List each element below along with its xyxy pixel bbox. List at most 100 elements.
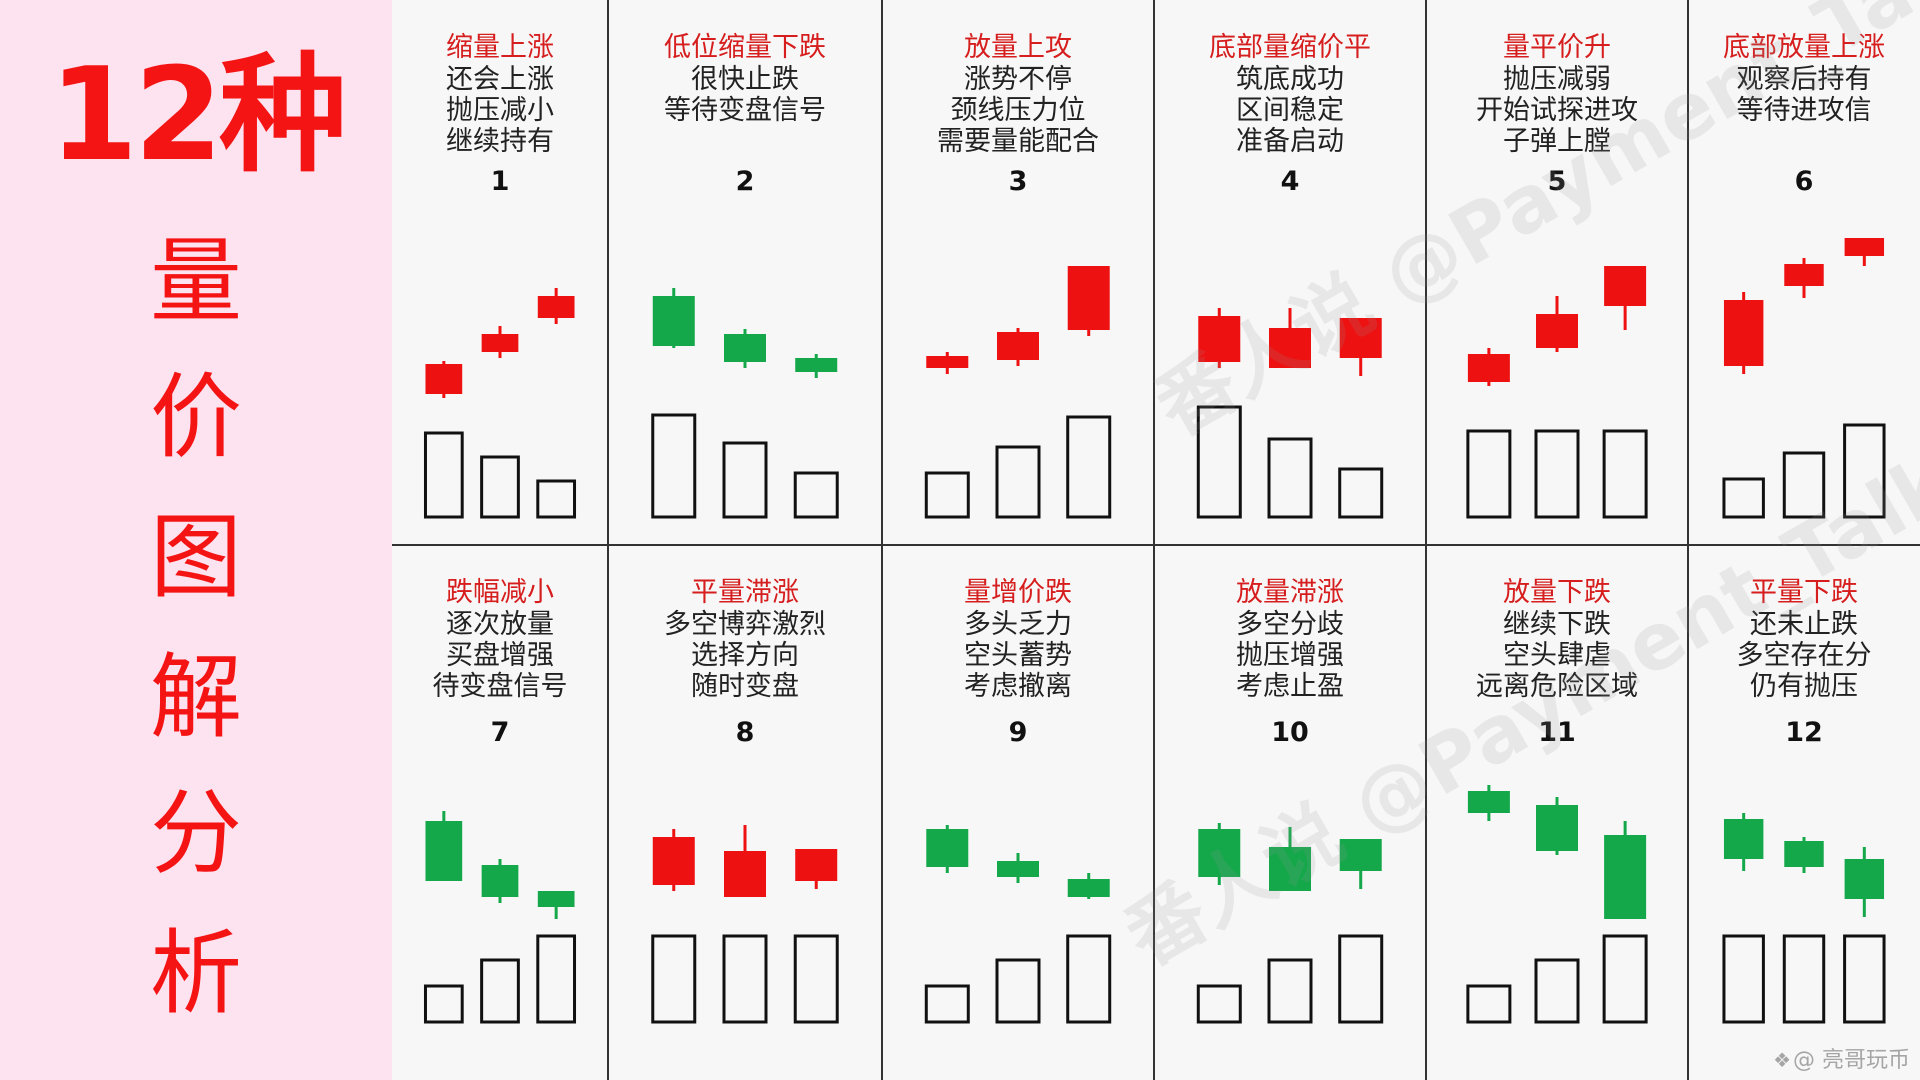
- panel-number: 11: [1538, 717, 1576, 748]
- candle-body: [1723, 819, 1764, 859]
- candle-body: [795, 358, 838, 372]
- volume-bar: [722, 441, 768, 519]
- panel-description-line: 多空分歧: [1236, 609, 1344, 640]
- candle-body: [997, 861, 1039, 877]
- panel-description-line: 区间稳定: [1236, 95, 1344, 126]
- panel-description-line: 抛压减小: [446, 95, 554, 126]
- panel-description-line: 多空博弈激烈: [664, 609, 826, 640]
- panel-description-line: 继续下跌: [1503, 609, 1611, 640]
- panel-description-line: 观察后持有: [1737, 64, 1872, 95]
- panel-number: 5: [1548, 166, 1567, 197]
- volume-bar: [651, 934, 697, 1024]
- volume-bar: [1722, 934, 1765, 1024]
- panel-description-line: 随时变盘: [691, 671, 799, 702]
- candle-body: [1198, 316, 1241, 362]
- candle-body: [425, 821, 463, 881]
- volume-bar: [536, 479, 577, 519]
- volume-bar: [1843, 934, 1886, 1024]
- title-char-2: 价: [149, 364, 242, 471]
- panel-description-line: 开始试探进攻: [1476, 95, 1638, 126]
- candle-body: [1467, 354, 1510, 382]
- panel-number: 12: [1785, 717, 1823, 748]
- candle-body: [1198, 829, 1241, 877]
- panel-number: 3: [1009, 166, 1028, 197]
- candle-body: [795, 849, 838, 881]
- candle-body: [1784, 264, 1824, 286]
- panel-number: 8: [736, 717, 755, 748]
- panel-description-line: 继续持有: [446, 126, 554, 157]
- volume-bar: [1267, 958, 1313, 1024]
- panel-title: 底部放量上涨: [1723, 32, 1885, 63]
- panel-number: 4: [1281, 166, 1300, 197]
- volume-bar: [1602, 429, 1648, 519]
- candle-body: [652, 296, 695, 346]
- panel-title: 量平价升: [1503, 32, 1611, 63]
- panel-description-line: 抛压增强: [1236, 640, 1344, 671]
- candle-body: [1339, 318, 1382, 358]
- candle-body: [1604, 835, 1647, 919]
- panel-description-line: 多头乏力: [964, 609, 1072, 640]
- panel-description-line: 需要量能配合: [937, 126, 1099, 157]
- candle-body: [997, 332, 1039, 360]
- volume-bar: [1267, 437, 1313, 519]
- candle-body: [652, 837, 695, 885]
- candle-body: [1536, 805, 1578, 851]
- panel-number: 2: [736, 166, 755, 197]
- left-title-panel: 12种 量 价 图 解 分 析: [0, 0, 392, 1080]
- volume-bar: [793, 471, 839, 519]
- panel-description-line: 选择方向: [691, 640, 799, 671]
- volume-bar: [995, 445, 1041, 519]
- volume-bar: [1466, 429, 1512, 519]
- volume-bar: [423, 431, 464, 519]
- volume-bar: [1338, 467, 1384, 519]
- candle-body: [1339, 839, 1382, 871]
- panel-title: 平量滞涨: [691, 577, 799, 608]
- volume-bar: [1196, 405, 1242, 519]
- candle-body: [1723, 300, 1764, 366]
- volume-bar: [423, 984, 464, 1024]
- volume-bar: [1338, 934, 1384, 1024]
- candle-body: [425, 364, 463, 394]
- panel-description-line: 买盘增强: [446, 640, 554, 671]
- title-char-3: 图: [149, 504, 242, 611]
- candle-body: [724, 851, 766, 897]
- panel-description-line: 等待变盘信号: [664, 95, 826, 126]
- candle-body: [926, 829, 969, 867]
- panel-description-line: 抛压减弱: [1503, 64, 1611, 95]
- panel-description-line: 考虑撤离: [964, 671, 1072, 702]
- panel-number: 1: [491, 166, 510, 197]
- panel-description-line: 涨势不停: [964, 64, 1072, 95]
- volume-bar: [793, 934, 839, 1024]
- volume-bar: [722, 934, 768, 1024]
- panel-title: 量增价跌: [964, 577, 1072, 608]
- panel-description-line: 子弹上膛: [1503, 126, 1611, 157]
- panel-description-line: 仍有抛压: [1750, 671, 1858, 702]
- panel-title: 底部量缩价平: [1209, 32, 1371, 63]
- candle-body: [1844, 238, 1885, 256]
- title-char-1: 量: [149, 228, 242, 335]
- panel-description-line: 多空存在分: [1737, 640, 1872, 671]
- diamond-logo-icon: ❖: [1773, 1048, 1791, 1072]
- volume-bar: [1534, 958, 1580, 1024]
- candle-body: [926, 356, 969, 368]
- volume-bar: [1066, 934, 1112, 1024]
- title-number: 12种: [48, 41, 347, 190]
- panel-description-line: 空头蓄势: [964, 640, 1072, 671]
- panel-description-line: 待变盘信号: [433, 671, 568, 702]
- panel-title: 跌幅减小: [446, 577, 554, 608]
- volume-bar: [1534, 429, 1580, 519]
- volume-bar: [1602, 934, 1648, 1024]
- volume-bar: [1066, 415, 1112, 519]
- panel-description-line: 还未止跌: [1750, 609, 1858, 640]
- panel-description-line: 远离危险区域: [1476, 671, 1638, 702]
- candle-body: [537, 891, 575, 907]
- candle-body: [724, 334, 766, 362]
- volume-bar: [480, 455, 520, 519]
- volume-bar: [1843, 423, 1886, 519]
- candle-body: [481, 865, 519, 897]
- volume-bar: [995, 958, 1041, 1024]
- title-char-5: 分: [149, 780, 242, 887]
- panel-number: 7: [491, 717, 510, 748]
- footer-watermark-text: @ 亮哥玩币: [1793, 1048, 1910, 1073]
